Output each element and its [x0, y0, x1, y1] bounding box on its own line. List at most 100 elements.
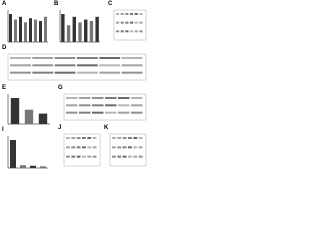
panel-label: C [108, 1, 113, 7]
blot-band [131, 104, 143, 107]
blot-band [139, 21, 143, 24]
blot-band [112, 155, 116, 158]
blot-band [122, 155, 127, 158]
figure: A B C D E G I J K [2, 1, 147, 169]
bar [19, 16, 22, 42]
blot-band [79, 111, 91, 114]
blot-band [138, 146, 143, 149]
blot-band [116, 13, 120, 15]
blot-band [54, 57, 76, 59]
blot-band [71, 137, 76, 139]
blot-band [130, 13, 134, 15]
blot-band [131, 97, 143, 99]
blot-band [138, 137, 143, 139]
blot-band [99, 64, 121, 67]
bar [9, 14, 12, 42]
bar [40, 166, 46, 168]
blot-band [82, 146, 86, 149]
blot-band [66, 111, 78, 114]
blot-band [87, 137, 92, 139]
blot-band [122, 146, 127, 149]
blot-band [118, 111, 130, 114]
blot-band [10, 57, 31, 59]
blot-band [117, 146, 122, 149]
blot-band [105, 104, 117, 107]
blot-band [82, 155, 86, 158]
blot-band [116, 30, 120, 33]
blot-band [66, 137, 70, 139]
bar [89, 21, 94, 42]
blot-band [77, 64, 98, 67]
blot-band [76, 137, 81, 139]
blot-band [128, 137, 132, 139]
blot-band [117, 155, 122, 158]
blot-band [66, 155, 70, 158]
bar [14, 19, 17, 42]
blot-band [120, 30, 124, 33]
blot-band [82, 137, 86, 139]
blot-band [66, 97, 78, 99]
blot-band [116, 21, 120, 24]
blot-band [99, 57, 121, 59]
blot-band [134, 30, 138, 33]
blot-band [32, 71, 54, 74]
bar [84, 19, 88, 42]
blot-band [122, 137, 127, 139]
blot-band [118, 104, 130, 107]
blot-band [54, 64, 76, 67]
blot-band [134, 21, 138, 24]
blot-band [120, 13, 124, 15]
blot-band [92, 111, 104, 114]
panel-label: I [2, 127, 4, 133]
blot-band [112, 146, 116, 149]
blot-band [125, 13, 129, 15]
blot-band [133, 137, 138, 139]
blot-band [117, 137, 122, 139]
bar [10, 98, 20, 124]
blot-band [10, 64, 31, 67]
panel-label: G [58, 85, 63, 91]
blot-band [134, 13, 138, 15]
blot-band [138, 155, 143, 158]
blot-band [32, 57, 54, 59]
panel-label: J [58, 125, 61, 131]
blot-band [79, 97, 91, 99]
blot-band [125, 21, 129, 24]
panel-label: E [2, 85, 6, 91]
blot-band [32, 64, 54, 67]
blot-band [71, 146, 76, 149]
blot-band [133, 146, 138, 149]
bar [78, 22, 82, 42]
blot-band [92, 137, 97, 139]
blot-band [76, 155, 81, 158]
blot-band [121, 64, 143, 67]
bar [24, 22, 27, 42]
blot-band [66, 104, 78, 107]
blot-band [77, 57, 98, 59]
blot-band [92, 97, 104, 99]
blot-band [71, 155, 76, 158]
blot-band [133, 155, 138, 158]
bar [30, 165, 36, 168]
blot-band [120, 21, 124, 24]
blot-frame [109, 133, 147, 167]
blot-band [105, 111, 117, 114]
bar [20, 165, 26, 168]
blot-band [66, 146, 70, 149]
blot-band [131, 111, 143, 114]
blot-band [128, 155, 132, 158]
bar [72, 16, 76, 42]
blot-band [92, 155, 97, 158]
blot-band [54, 71, 76, 74]
bar [61, 14, 65, 42]
blot-band [121, 57, 143, 59]
blot-band [87, 146, 92, 149]
panel-label: B [54, 1, 59, 7]
blot-band [125, 30, 129, 33]
blot-band [76, 146, 81, 149]
bar [10, 140, 16, 168]
blot-band [139, 13, 143, 15]
blot-band [130, 21, 134, 24]
blot-band [105, 97, 117, 99]
bar [39, 21, 42, 42]
